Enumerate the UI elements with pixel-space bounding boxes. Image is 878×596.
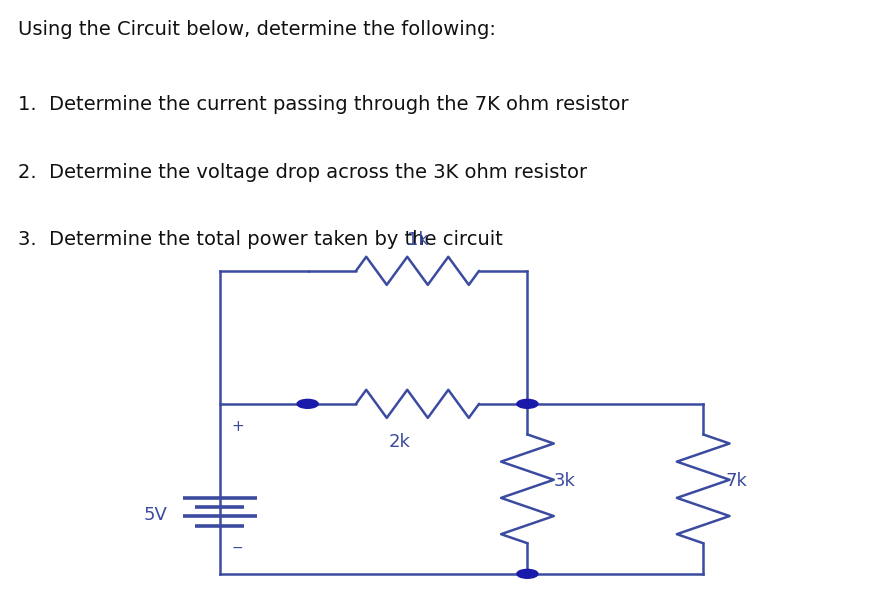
Text: 3.  Determine the total power taken by the circuit: 3. Determine the total power taken by th… bbox=[18, 230, 502, 249]
Text: Using the Circuit below, determine the following:: Using the Circuit below, determine the f… bbox=[18, 20, 495, 39]
Text: 7k: 7k bbox=[724, 473, 746, 491]
Text: −: − bbox=[231, 541, 243, 555]
Text: 1k: 1k bbox=[407, 231, 428, 249]
Circle shape bbox=[516, 569, 537, 578]
Text: 1.  Determine the current passing through the 7K ohm resistor: 1. Determine the current passing through… bbox=[18, 95, 628, 114]
Text: 2.  Determine the voltage drop across the 3K ohm resistor: 2. Determine the voltage drop across the… bbox=[18, 163, 586, 182]
Text: 2k: 2k bbox=[389, 433, 410, 451]
Circle shape bbox=[516, 399, 537, 408]
Text: 3k: 3k bbox=[553, 473, 575, 491]
Circle shape bbox=[297, 399, 318, 408]
Text: 5V: 5V bbox=[143, 505, 167, 523]
Text: +: + bbox=[231, 418, 243, 433]
